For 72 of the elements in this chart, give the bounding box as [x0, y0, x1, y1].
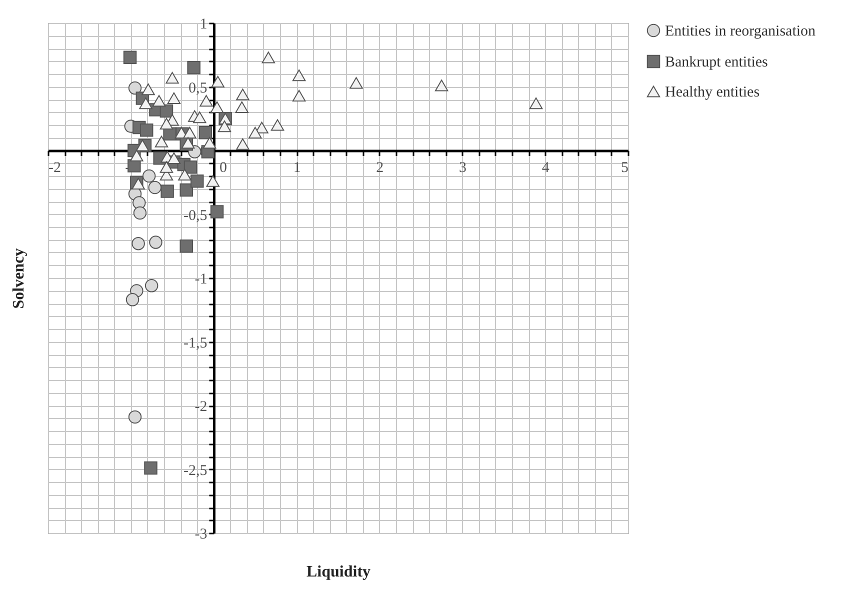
y-tick-label: 1: [200, 16, 208, 32]
y-tick-label: 0,5: [188, 80, 208, 96]
point: [166, 72, 179, 84]
point: [160, 161, 174, 173]
y-tick-label: -1,5: [183, 335, 208, 352]
point: [144, 461, 158, 475]
point: [132, 236, 145, 250]
point: [202, 137, 216, 149]
point: [136, 140, 150, 152]
point: [270, 119, 284, 131]
point: [210, 101, 224, 113]
point: [529, 98, 543, 110]
point: [167, 92, 181, 104]
point: [123, 50, 137, 64]
point: [206, 175, 220, 187]
point: [184, 160, 198, 174]
point: [248, 126, 262, 138]
point: [292, 90, 306, 102]
y-axis-title: Solvency: [10, 248, 28, 309]
point: [160, 118, 174, 130]
point: [190, 174, 204, 188]
y-tick-label: -0,5: [183, 208, 208, 224]
x-tick-label: 3: [459, 160, 467, 176]
x-tick-label: 0: [219, 160, 227, 176]
point: [178, 168, 192, 181]
point: [198, 126, 212, 140]
point: [218, 120, 232, 132]
point: [183, 126, 196, 138]
x-tick-label: 5: [621, 160, 628, 176]
point: [149, 236, 162, 249]
point: [210, 205, 224, 218]
x-tick-label: -2: [48, 160, 61, 176]
point: [292, 69, 306, 82]
point: [133, 206, 147, 220]
point: [236, 138, 250, 150]
point: [180, 183, 193, 197]
point: [262, 52, 276, 64]
point: [235, 101, 249, 113]
legend-label: Healthy entities: [665, 84, 760, 100]
point: [187, 61, 200, 74]
point: [128, 81, 142, 95]
point: [152, 94, 166, 107]
y-tick-label: -3: [194, 526, 208, 542]
point: [350, 77, 363, 89]
y-tick-label: -2: [194, 399, 208, 415]
point: [142, 169, 156, 183]
x-tick-label: 2: [376, 160, 384, 176]
legend-label: Bankrupt entities: [665, 54, 768, 70]
point: [236, 88, 250, 100]
point: [180, 240, 193, 253]
point: [148, 180, 162, 194]
x-tick-label: 1: [293, 160, 301, 176]
legend-label: Entities in reorganisation: [665, 24, 816, 40]
point: [167, 152, 181, 164]
point: [434, 80, 448, 92]
point: [126, 293, 140, 306]
point: [160, 184, 174, 198]
point: [211, 76, 224, 88]
x-axis-title: Liquidity: [306, 564, 371, 580]
y-tick-label: -1: [194, 272, 208, 288]
point: [193, 112, 206, 124]
point: [144, 279, 158, 292]
x-tick-label: 4: [542, 160, 550, 176]
point: [128, 410, 142, 424]
y-tick-label: -2,5: [183, 462, 208, 479]
point: [140, 123, 154, 137]
point: [142, 83, 155, 96]
point: [200, 94, 213, 107]
point: [130, 150, 144, 162]
point: [139, 98, 152, 110]
point: [154, 136, 168, 148]
point: [255, 122, 268, 134]
